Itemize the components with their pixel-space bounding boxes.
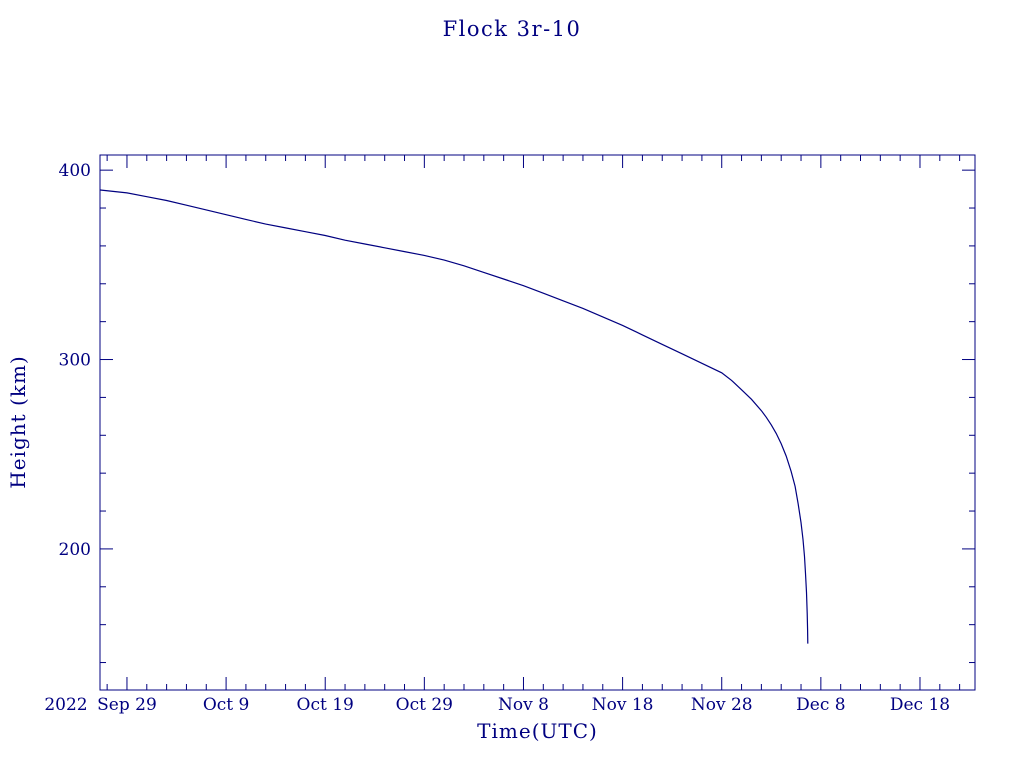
plot-frame: [99, 154, 976, 691]
x-tick-label: Nov 18: [592, 695, 654, 715]
x-tick-label: Oct 9: [203, 695, 250, 715]
x-axis-year-label: 2022: [44, 695, 87, 715]
chart-title: Flock 3r-10: [442, 17, 582, 41]
x-tick-label: Dec 18: [890, 695, 950, 715]
y-tick-label: 200: [59, 540, 91, 560]
y-axis-label: Height (km): [6, 355, 30, 489]
x-tick-label: Nov 8: [498, 695, 549, 715]
x-axis-label: Time(UTC): [477, 719, 598, 743]
x-tick-label: Sep 29: [97, 695, 157, 715]
height-curve: [100, 189, 809, 644]
x-tick-label: Nov 28: [691, 695, 753, 715]
y-tick-label: 400: [59, 161, 91, 181]
x-tick-label: Oct 19: [297, 695, 354, 715]
x-tick-label: Oct 29: [396, 695, 453, 715]
x-tick-label: Dec 8: [796, 695, 845, 715]
y-tick-label: 300: [59, 351, 91, 371]
